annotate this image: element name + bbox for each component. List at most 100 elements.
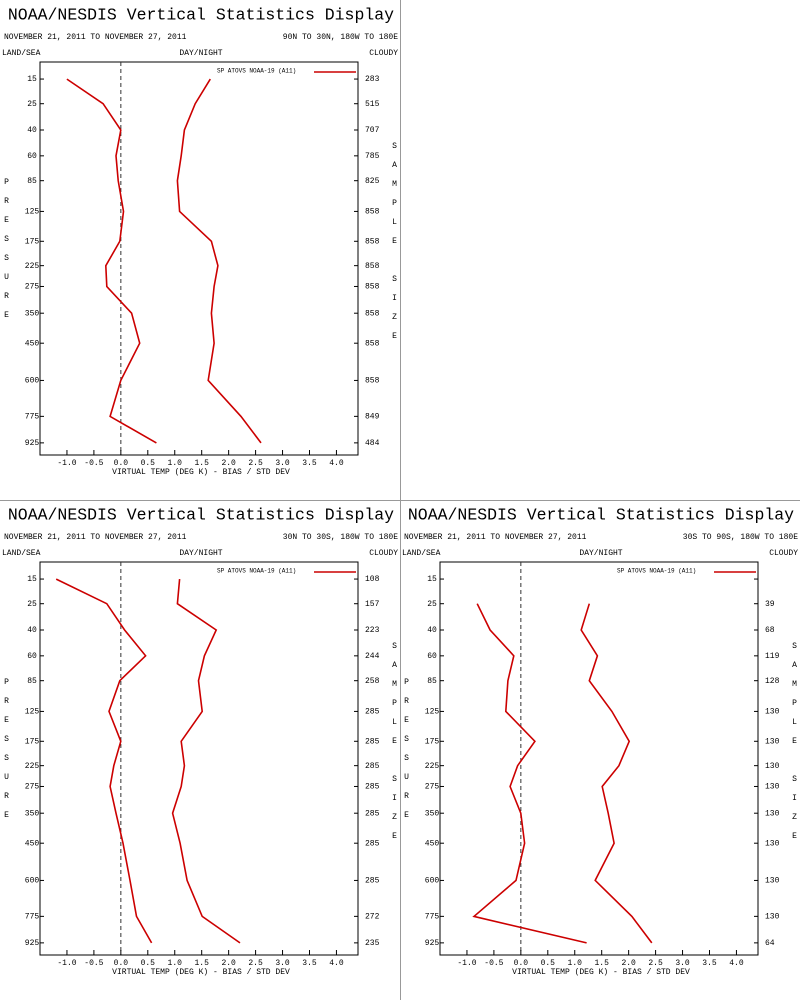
sample-size-label: 484 bbox=[365, 439, 380, 448]
chart-title: NOAA/NESDIS Vertical Statistics Display bbox=[8, 505, 394, 524]
region: 30S TO 90S, 180W TO 180E bbox=[683, 533, 798, 542]
sample-size-label: 285 bbox=[365, 877, 380, 886]
bias-line bbox=[472, 603, 587, 944]
x-tick-label: 0.5 bbox=[141, 959, 156, 968]
x-tick-label: 1.0 bbox=[568, 959, 583, 968]
y-tick-label: 125 bbox=[25, 708, 40, 717]
x-tick-label: 1.0 bbox=[168, 459, 183, 468]
x-tick-label: 2.5 bbox=[648, 959, 663, 968]
date-range: NOVEMBER 21, 2011 TO NOVEMBER 27, 2011 bbox=[4, 33, 187, 42]
sample-size-label: 825 bbox=[365, 177, 380, 186]
y-tick-label: 225 bbox=[25, 262, 40, 271]
sample-size-label: 64 bbox=[765, 939, 775, 948]
sample-size-label: 108 bbox=[365, 575, 380, 584]
y-axis-label: PRESSURE bbox=[2, 678, 11, 830]
std-dev-line bbox=[171, 579, 241, 944]
sample-size-label: 235 bbox=[365, 939, 380, 948]
chart-title: NOAA/NESDIS Vertical Statistics Display bbox=[8, 5, 394, 24]
header-right: CLOUDY bbox=[369, 549, 398, 558]
sample-size-label: 858 bbox=[365, 237, 380, 246]
x-tick-label: 3.5 bbox=[702, 959, 717, 968]
sample-size-label: 858 bbox=[365, 309, 380, 318]
x-tick-label: 0.0 bbox=[114, 959, 129, 968]
sample-size-label: 858 bbox=[365, 377, 380, 386]
sample-size-label: 515 bbox=[365, 100, 380, 109]
y-tick-label: 125 bbox=[425, 708, 440, 717]
sample-size-label: 285 bbox=[365, 708, 380, 717]
std-dev-line bbox=[580, 603, 653, 944]
y-axis-label: PRESSURE bbox=[402, 678, 411, 830]
x-tick-label: 3.5 bbox=[302, 959, 317, 968]
separator bbox=[0, 500, 800, 501]
y2-axis-label: SAMPLE SIZE bbox=[790, 642, 799, 851]
y-tick-label: 85 bbox=[27, 177, 37, 186]
x-tick-label: -1.0 bbox=[457, 959, 476, 968]
header-center: DAY/NIGHT bbox=[179, 549, 222, 558]
plot-frame bbox=[39, 61, 359, 456]
y-tick-label: 450 bbox=[25, 339, 40, 348]
header-left: LAND/SEA bbox=[2, 549, 41, 558]
y-tick-label: 15 bbox=[427, 575, 437, 584]
y-tick-label: 925 bbox=[25, 439, 40, 448]
sample-size-label: 785 bbox=[365, 152, 380, 161]
x-tick-label: 1.5 bbox=[194, 459, 209, 468]
y-tick-label: 600 bbox=[425, 877, 440, 886]
sample-size-label: 858 bbox=[365, 339, 380, 348]
y-tick-label: 60 bbox=[27, 652, 37, 661]
sample-size-label: 285 bbox=[365, 839, 380, 848]
x-tick-label: 3.0 bbox=[275, 459, 290, 468]
x-tick-label: -1.0 bbox=[57, 459, 76, 468]
chart: NOAA/NESDIS Vertical Statistics Display N… bbox=[2, 5, 398, 477]
region: 90N TO 30N, 180W TO 180E bbox=[283, 33, 398, 42]
x-tick-label: 3.0 bbox=[675, 959, 690, 968]
header-left: LAND/SEA bbox=[2, 49, 41, 58]
y-tick-label: 25 bbox=[27, 600, 37, 609]
panel: NOAA/NESDIS Vertical Statistics Display N… bbox=[0, 500, 400, 1000]
panel: NOAA/NESDIS Vertical Statistics Display N… bbox=[400, 500, 800, 1000]
bias-line bbox=[66, 78, 157, 444]
y-tick-label: 775 bbox=[425, 912, 440, 921]
std-dev-line bbox=[176, 78, 262, 444]
header-right: CLOUDY bbox=[369, 49, 398, 58]
sample-size-label: 130 bbox=[765, 783, 780, 792]
y-tick-label: 40 bbox=[427, 626, 437, 635]
legend-label: SP ATOVS NOAA-19 (A11) bbox=[617, 568, 696, 575]
plot-frame bbox=[39, 561, 359, 956]
sample-size-label: 244 bbox=[365, 652, 380, 661]
x-axis-label: VIRTUAL TEMP (DEG K) - BIAS / STD DEV bbox=[112, 468, 290, 477]
x-tick-label: 2.5 bbox=[248, 959, 263, 968]
x-tick-label: 1.5 bbox=[594, 959, 609, 968]
sample-size-label: 130 bbox=[765, 708, 780, 717]
sample-size-label: 285 bbox=[365, 809, 380, 818]
x-tick-label: 2.0 bbox=[221, 459, 236, 468]
y-tick-label: 275 bbox=[425, 783, 440, 792]
sample-size-label: 39 bbox=[765, 600, 775, 609]
sample-size-label: 858 bbox=[365, 262, 380, 271]
y-tick-label: 85 bbox=[27, 677, 37, 686]
y-tick-label: 775 bbox=[25, 412, 40, 421]
header-right: CLOUDY bbox=[769, 549, 798, 558]
y-tick-label: 925 bbox=[425, 939, 440, 948]
y-tick-label: 225 bbox=[425, 762, 440, 771]
x-tick-label: -0.5 bbox=[84, 459, 103, 468]
x-tick-label: 0.5 bbox=[141, 459, 156, 468]
sample-size-label: 283 bbox=[365, 75, 380, 84]
x-tick-label: 3.0 bbox=[275, 959, 290, 968]
y-tick-label: 350 bbox=[25, 309, 40, 318]
sample-size-label: 157 bbox=[365, 600, 380, 609]
sample-size-label: 858 bbox=[365, 283, 380, 292]
y-tick-label: 175 bbox=[425, 737, 440, 746]
sample-size-label: 130 bbox=[765, 737, 780, 746]
y-tick-label: 450 bbox=[425, 839, 440, 848]
y-tick-label: 350 bbox=[25, 809, 40, 818]
y-tick-label: 125 bbox=[25, 208, 40, 217]
sample-size-label: 128 bbox=[765, 677, 780, 686]
sample-size-label: 285 bbox=[365, 737, 380, 746]
x-tick-label: 0.5 bbox=[541, 959, 556, 968]
x-tick-label: 3.5 bbox=[302, 459, 317, 468]
date-range: NOVEMBER 21, 2011 TO NOVEMBER 27, 2011 bbox=[4, 533, 187, 542]
x-tick-label: 4.0 bbox=[329, 459, 344, 468]
x-tick-label: -1.0 bbox=[57, 959, 76, 968]
y-tick-label: 925 bbox=[25, 939, 40, 948]
sample-size-label: 285 bbox=[365, 783, 380, 792]
